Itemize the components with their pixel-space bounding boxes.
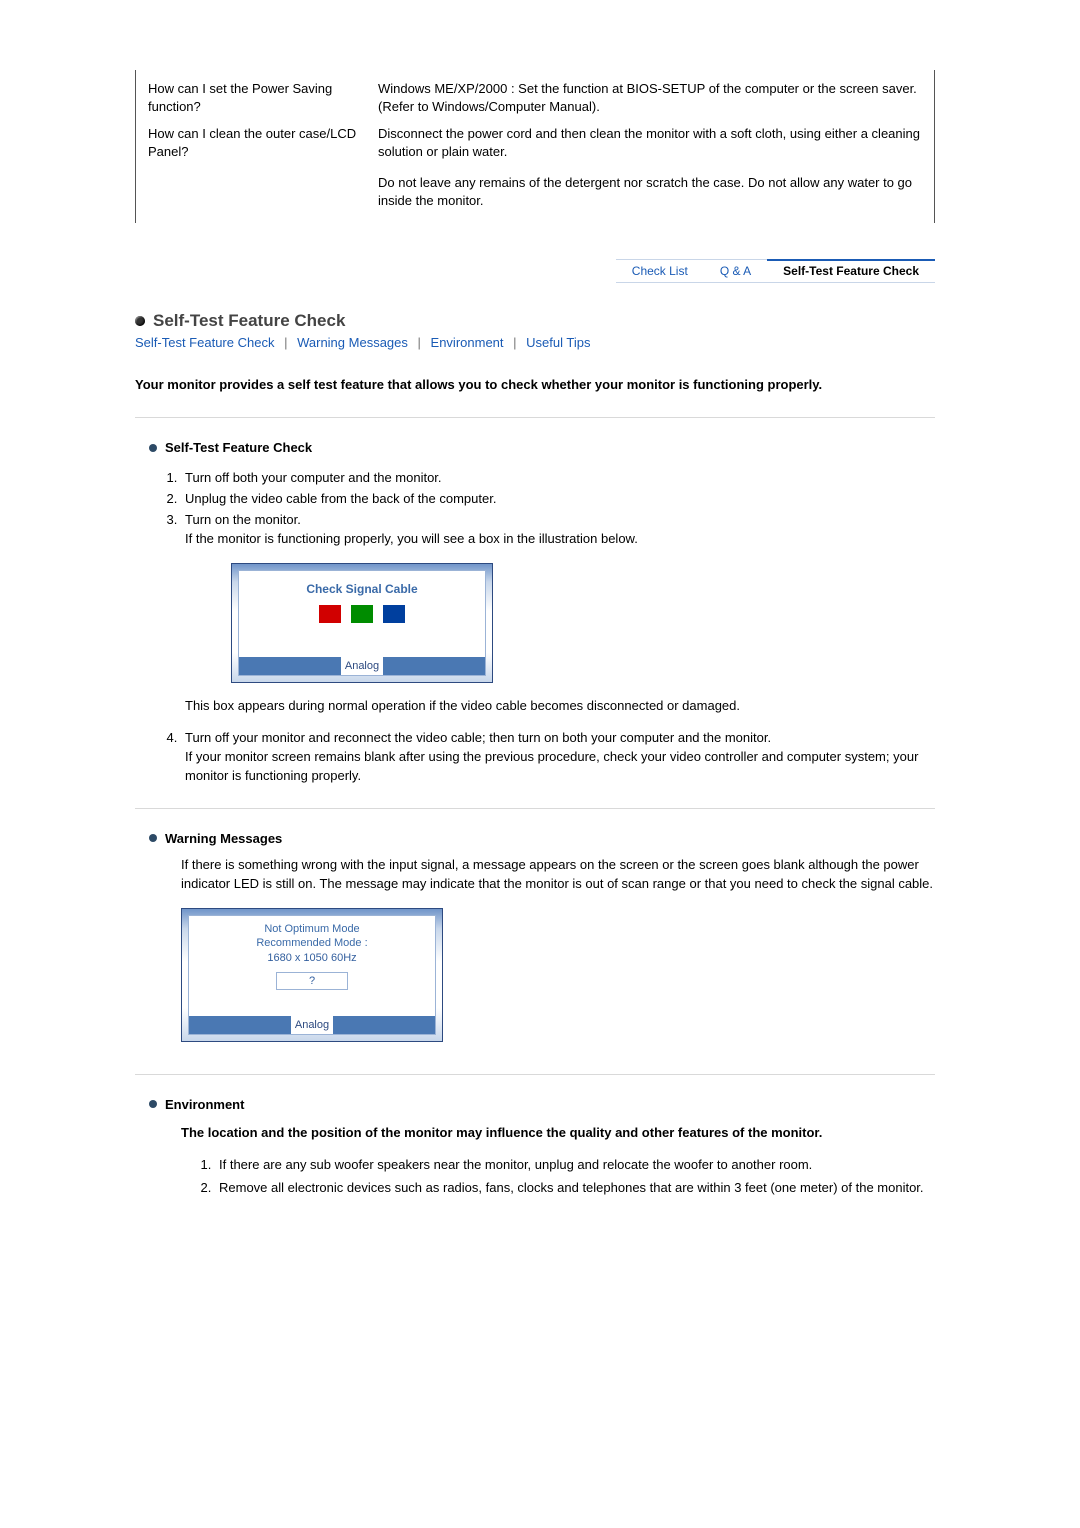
- step-item: Unplug the video cable from the back of …: [181, 490, 935, 509]
- bullet-icon: [149, 444, 157, 452]
- anchor-self-test[interactable]: Self-Test Feature Check: [135, 335, 274, 350]
- environment-intro: The location and the position of the mon…: [181, 1124, 935, 1143]
- environment-item: Remove all electronic devices such as ra…: [215, 1179, 935, 1198]
- dialog-message: Not Optimum Mode Recommended Mode : 1680…: [256, 922, 367, 967]
- dialog-message: Check Signal Cable: [306, 581, 417, 597]
- divider: [135, 417, 935, 418]
- environment-list: If there are any sub woofer speakers nea…: [187, 1156, 935, 1198]
- divider: [135, 808, 935, 809]
- square-green: [351, 605, 373, 623]
- tab-check-list[interactable]: Check List: [616, 259, 704, 283]
- tab-bar: Check List Q & A Self-Test Feature Check: [135, 259, 935, 283]
- subsection-title: Warning Messages: [165, 831, 282, 846]
- faq-answer: Windows ME/XP/2000 : Set the function at…: [378, 80, 922, 115]
- faq-question: How can I clean the outer case/LCD Panel…: [148, 125, 378, 209]
- square-red: [319, 605, 341, 623]
- step-item: Turn on the monitor. If the monitor is f…: [181, 511, 935, 716]
- step-item: Turn off your monitor and reconnect the …: [181, 729, 935, 786]
- faq-answer: Disconnect the power cord and then clean…: [378, 125, 922, 209]
- tab-self-test[interactable]: Self-Test Feature Check: [767, 259, 935, 283]
- dialog-footer: Analog: [189, 1016, 435, 1034]
- paragraph: If there is something wrong with the inp…: [181, 856, 935, 894]
- faq-question: How can I set the Power Saving function?: [148, 80, 378, 115]
- faq-row: How can I set the Power Saving function?…: [136, 70, 934, 115]
- dialog-count: ?: [276, 972, 348, 990]
- section-title: Self-Test Feature Check: [153, 311, 345, 331]
- section-header: Self-Test Feature Check: [135, 311, 935, 331]
- bullet-icon: [149, 1100, 157, 1108]
- dialog-footer: Analog: [239, 657, 485, 675]
- dialog-footer-label: Analog: [291, 1016, 333, 1034]
- anchor-environment[interactable]: Environment: [431, 335, 504, 350]
- bullet-icon: [135, 316, 145, 326]
- subsection-header: Warning Messages: [149, 831, 935, 846]
- square-blue: [383, 605, 405, 623]
- dialog-footer-label: Analog: [341, 657, 383, 675]
- anchor-useful-tips[interactable]: Useful Tips: [526, 335, 590, 350]
- subsection-header: Environment: [149, 1097, 935, 1112]
- step-item: Turn off both your computer and the moni…: [181, 469, 935, 488]
- faq-row: How can I clean the outer case/LCD Panel…: [136, 115, 934, 209]
- not-optimum-dialog: Not Optimum Mode Recommended Mode : 1680…: [181, 908, 443, 1042]
- paragraph: This box appears during normal operation…: [185, 697, 935, 716]
- divider: [135, 1074, 935, 1075]
- intro-text: Your monitor provides a self test featur…: [135, 376, 935, 395]
- subsection-header: Self-Test Feature Check: [149, 440, 935, 455]
- subsection-title: Self-Test Feature Check: [165, 440, 312, 455]
- faq-table: How can I set the Power Saving function?…: [135, 70, 935, 223]
- subsection-title: Environment: [165, 1097, 244, 1112]
- rgb-squares: [319, 605, 405, 623]
- steps-list: Turn off both your computer and the moni…: [153, 469, 935, 786]
- anchor-links: Self-Test Feature Check | Warning Messag…: [135, 335, 935, 350]
- tab-q-and-a[interactable]: Q & A: [704, 259, 767, 283]
- anchor-warning[interactable]: Warning Messages: [297, 335, 408, 350]
- bullet-icon: [149, 834, 157, 842]
- check-signal-dialog: Check Signal Cable Analog: [231, 563, 493, 683]
- environment-item: If there are any sub woofer speakers nea…: [215, 1156, 935, 1175]
